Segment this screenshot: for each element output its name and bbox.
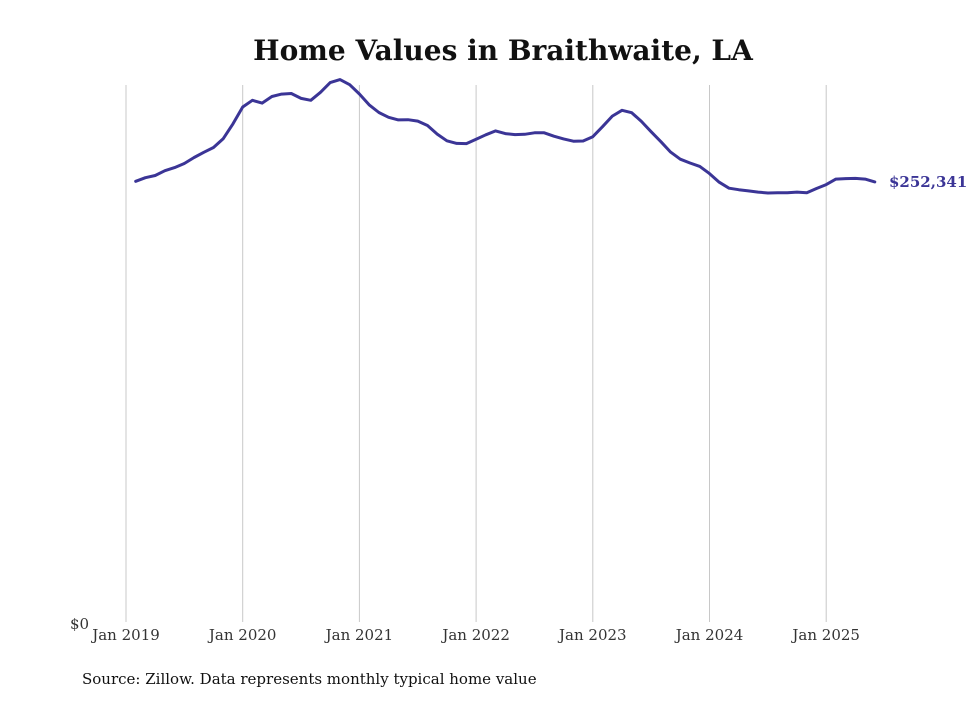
y-axis-zero-label: $0 [70, 615, 89, 633]
data-point [426, 124, 429, 127]
data-point [348, 83, 351, 86]
data-point [436, 132, 439, 136]
data-point [766, 191, 770, 195]
data-point [523, 133, 526, 136]
data-point [834, 177, 838, 181]
data-point [445, 139, 449, 142]
data-point [747, 189, 750, 193]
data-point [504, 132, 507, 135]
x-tick-label: Jan 2019 [90, 626, 160, 644]
data-point [222, 137, 225, 140]
data-point [776, 191, 779, 194]
data-point [679, 158, 682, 161]
data-point [299, 97, 303, 100]
data-point [815, 187, 818, 190]
data-point [260, 101, 264, 105]
data-point [406, 118, 410, 121]
data-point [601, 125, 604, 128]
data-point [756, 190, 760, 194]
last-value-label: $252,341 [889, 173, 967, 191]
data-point [241, 105, 244, 109]
data-point [552, 135, 556, 138]
data-point [669, 150, 672, 154]
data-point [319, 91, 322, 94]
data-point [251, 99, 254, 102]
data-point [543, 131, 546, 134]
data-point [581, 139, 585, 143]
data-point [163, 169, 167, 172]
data-point [465, 142, 468, 145]
data-point [649, 130, 653, 133]
data-point [620, 109, 624, 112]
data-point [484, 133, 487, 136]
data-point [737, 188, 740, 191]
data-point [640, 120, 643, 123]
data-point [144, 176, 147, 179]
source-note: Source: Zillow. Data represents monthly … [82, 670, 537, 688]
data-point [455, 142, 458, 145]
data-point [309, 99, 312, 102]
data-point [513, 133, 517, 136]
data-point [338, 78, 342, 81]
gridlines [125, 85, 827, 622]
data-point [329, 81, 332, 84]
x-tick-label: Jan 2021 [324, 626, 394, 644]
data-point [591, 135, 594, 138]
data-point [474, 138, 478, 141]
data-point [844, 177, 847, 180]
data-point [688, 161, 692, 165]
data-point [183, 162, 186, 165]
data-point [212, 146, 215, 149]
data-point [727, 187, 731, 190]
series-line-group [134, 78, 877, 195]
x-tick-label: Jan 2020 [207, 626, 277, 644]
x-tick-label: Jan 2025 [790, 626, 860, 644]
data-point [377, 111, 381, 114]
data-point [825, 183, 828, 186]
data-point [134, 180, 137, 183]
data-point [387, 116, 390, 119]
data-point [367, 103, 371, 107]
data-point [659, 140, 663, 143]
data-point [202, 151, 205, 154]
data-point [358, 92, 361, 96]
data-point [270, 95, 274, 98]
data-point [698, 165, 701, 168]
data-point [708, 172, 711, 175]
data-point [611, 114, 614, 118]
data-point [854, 177, 857, 180]
data-point [280, 92, 283, 96]
data-point [397, 118, 400, 122]
data-point [494, 129, 497, 133]
data-point [533, 131, 536, 134]
data-point [805, 191, 808, 194]
x-tick-label: Jan 2022 [440, 626, 510, 644]
x-tick-label: Jan 2024 [674, 626, 744, 644]
series-line [134, 78, 877, 195]
data-point [562, 137, 565, 141]
data-point [192, 156, 196, 159]
data-point [231, 122, 235, 126]
data-point [572, 140, 575, 143]
data-point [154, 174, 157, 177]
data-point [863, 177, 867, 181]
data-point [630, 111, 633, 114]
x-tick-label: Jan 2023 [557, 626, 627, 644]
chart-title: Home Values in Braithwaite, LA [253, 34, 754, 67]
data-point [873, 180, 876, 184]
data-point [416, 119, 419, 123]
x-axis-ticks: Jan 2019 Jan 2020 Jan 2021 Jan 2022 Jan 2023… [90, 626, 860, 644]
data-point [795, 190, 799, 194]
data-point [290, 92, 293, 95]
data-point [786, 191, 789, 194]
data-point [173, 166, 176, 169]
data-point [718, 181, 721, 184]
